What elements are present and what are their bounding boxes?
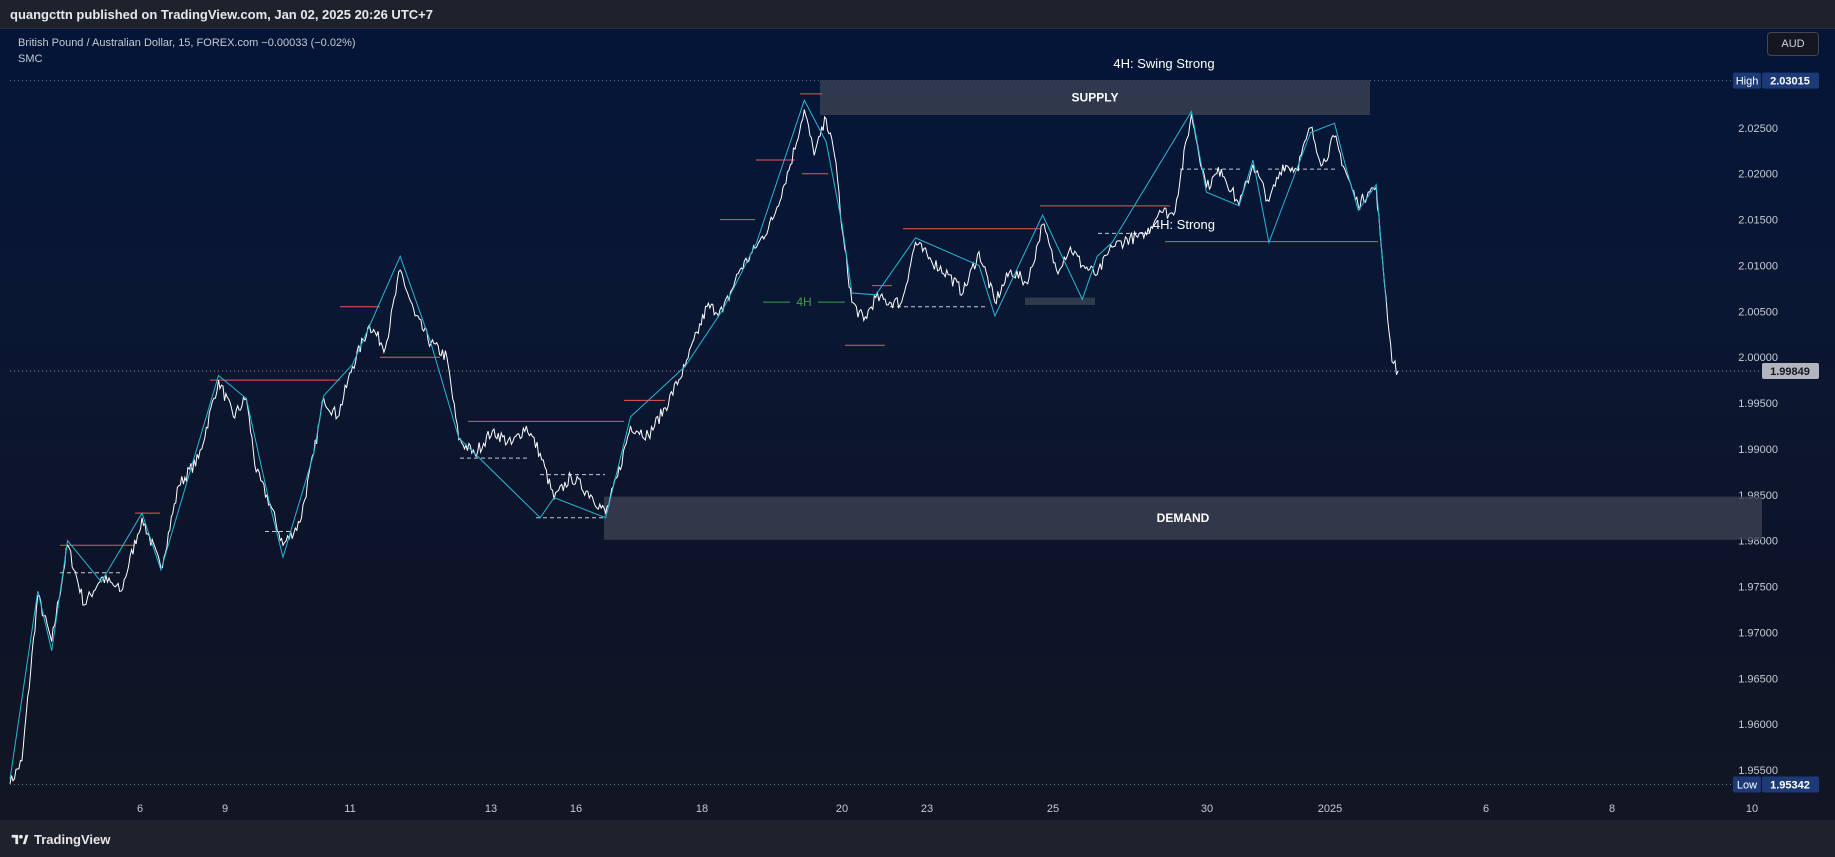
last-price-badge: 1.99849: [1762, 363, 1819, 380]
y-tick-label: 1.99500: [1738, 398, 1778, 410]
x-tick-label: 16: [570, 803, 582, 815]
annotation-4h-strong: 4H: Strong: [1153, 217, 1215, 232]
x-tick-label: 10: [1746, 803, 1758, 815]
chart-pane[interactable]: [0, 28, 1835, 822]
y-tick-label: 2.00000: [1738, 352, 1778, 364]
low-badge-value-bg: [1762, 776, 1819, 793]
y-tick-label: 2.01500: [1738, 215, 1778, 227]
x-tick-label: 13: [485, 803, 497, 815]
x-tick-label: 6: [1483, 803, 1489, 815]
x-tick-label: 6: [137, 803, 143, 815]
high-badge: High 2.03015: [1733, 72, 1819, 89]
publish-header: quangcttn published on TradingView.com, …: [0, 0, 1835, 28]
x-tick-label: 8: [1609, 803, 1615, 815]
annotation-4h: 4H: [796, 295, 811, 309]
x-tick-label: 25: [1047, 803, 1059, 815]
zigzag-line: [9, 99, 1387, 780]
zone-4h-small: [1025, 297, 1095, 305]
brand-name: TradingView: [34, 832, 111, 847]
y-tick-label: 1.99000: [1738, 444, 1778, 456]
tradingview-logo[interactable]: TradingView: [10, 832, 110, 847]
y-tick-label: 1.96500: [1738, 673, 1778, 685]
annotation-swing-strong: 4H: Swing Strong: [1113, 56, 1214, 71]
high-badge-value: 2.03015: [1770, 76, 1810, 88]
zone-supply: [820, 80, 1370, 116]
last-price-badge-value-bg: [1762, 363, 1819, 380]
y-tick-label: 2.01000: [1738, 260, 1778, 272]
indicator-name: SMC: [18, 53, 43, 65]
high-badge-label-bg: [1733, 72, 1761, 89]
y-tick-label: 2.02500: [1738, 123, 1778, 135]
symbol-line: British Pound / Australian Dollar, 15, F…: [18, 37, 356, 49]
zone-label-demand: DEMAND: [1157, 511, 1210, 525]
low-badge-label: Low: [1737, 779, 1757, 791]
price-series: [9, 109, 1399, 784]
y-tick-label: 1.96000: [1738, 719, 1778, 731]
y-tick-label: 2.02000: [1738, 169, 1778, 181]
zone-label-supply: SUPPLY: [1072, 91, 1119, 105]
low-badge: Low 1.95342: [1733, 776, 1819, 793]
high-badge-value-bg: [1762, 72, 1819, 89]
chart-legend: British Pound / Australian Dollar, 15, F…: [18, 35, 356, 67]
publisher-text: quangcttn published on TradingView.com, …: [10, 7, 433, 22]
x-tick-label: 11: [344, 803, 355, 815]
y-tick-label: 1.95500: [1738, 765, 1778, 777]
x-tick-label: 2025: [1318, 803, 1342, 815]
low-badge-value: 1.95342: [1770, 779, 1810, 791]
x-tick-label: 23: [921, 803, 933, 815]
x-tick-label: 20: [836, 803, 848, 815]
x-tick-label: 9: [222, 803, 228, 815]
currency-button[interactable]: AUD: [1767, 32, 1819, 56]
low-badge-label-bg: [1733, 776, 1761, 793]
y-tick-label: 2.00500: [1738, 306, 1778, 318]
footer-bar: [0, 820, 1835, 857]
zone-demand: [604, 496, 1762, 540]
high-badge-label: High: [1736, 76, 1759, 88]
y-tick-label: 1.97500: [1738, 582, 1778, 594]
x-tick-label: 18: [696, 803, 708, 815]
y-tick-label: 1.97000: [1738, 627, 1778, 639]
x-tick-label: 30: [1201, 803, 1213, 815]
tradingview-logo-icon: [11, 834, 29, 845]
last-price-badge-value: 1.99849: [1770, 366, 1810, 378]
